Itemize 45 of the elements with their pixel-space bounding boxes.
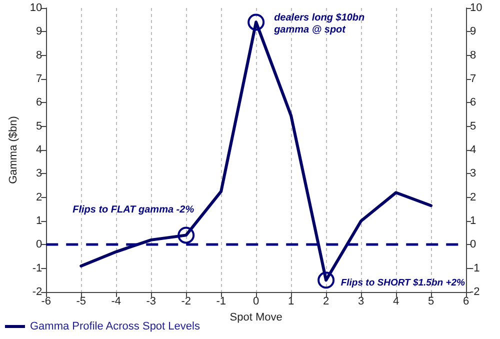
y2-tick-label: 6 (470, 96, 476, 109)
x-tick-label: -1 (216, 296, 226, 308)
y-tick-label: -1 (32, 262, 42, 274)
x-tick-label: -3 (146, 296, 156, 308)
x-tick-label: 4 (392, 296, 400, 308)
y2-tick-label: 5 (470, 120, 476, 132)
annotation: Flips to SHORT $1.5bn +2% (340, 278, 466, 289)
y-tick-label: 8 (36, 49, 42, 62)
y-tick-label: -2 (32, 286, 42, 298)
x-tick-label: -2 (181, 296, 191, 308)
y-tick-label: 2 (36, 191, 42, 204)
y-tick-label: 6 (36, 96, 42, 109)
y-tick-label: 4 (36, 144, 42, 156)
y-axis-title: Gamma ($bn) (8, 116, 20, 184)
y-tick-label: 10 (30, 2, 42, 14)
x-tick-label: 0 (253, 296, 260, 308)
y-tick-label: 9 (36, 26, 42, 38)
x-tick-label: -4 (111, 296, 122, 308)
y2-tick-label: 8 (470, 49, 476, 62)
x-tick-label: 6 (462, 296, 470, 308)
y-tick-label: 5 (36, 120, 42, 132)
x-tick-label: 1 (288, 296, 294, 308)
y2-tick-label: 1 (470, 215, 476, 227)
y2-tick-label: 3 (470, 168, 476, 180)
annotation: dealers long $10bn gamma @ spot (273, 12, 368, 36)
y-tick-label: 0 (36, 238, 42, 251)
x-tick-label: 5 (428, 296, 434, 308)
legend-label: Gamma Profile Across Spot Levels (30, 320, 200, 332)
y-tick-label: 3 (36, 168, 42, 180)
y2-tick-label: 10 (470, 2, 482, 14)
y2-tick-label: 2 (470, 191, 476, 204)
y-tick-label: 7 (36, 73, 42, 85)
y2-tick-label: 0 (470, 238, 476, 251)
x-tick-label: 2 (322, 296, 330, 308)
y2-tick-label: -2 (470, 286, 480, 298)
y-tick-label: 1 (36, 215, 42, 227)
y2-tick-label: -1 (470, 262, 480, 274)
y2-tick-label: 7 (470, 73, 476, 85)
y2-tick-label: 4 (470, 144, 476, 156)
x-axis-title: Spot Move (230, 311, 282, 324)
x-tick-label: 3 (358, 296, 364, 308)
x-tick-label: -5 (76, 296, 86, 308)
annotation: Flips to FLAT gamma -2% (72, 204, 194, 216)
x-tick-label: -6 (41, 296, 52, 308)
y2-tick-label: 9 (470, 26, 476, 38)
